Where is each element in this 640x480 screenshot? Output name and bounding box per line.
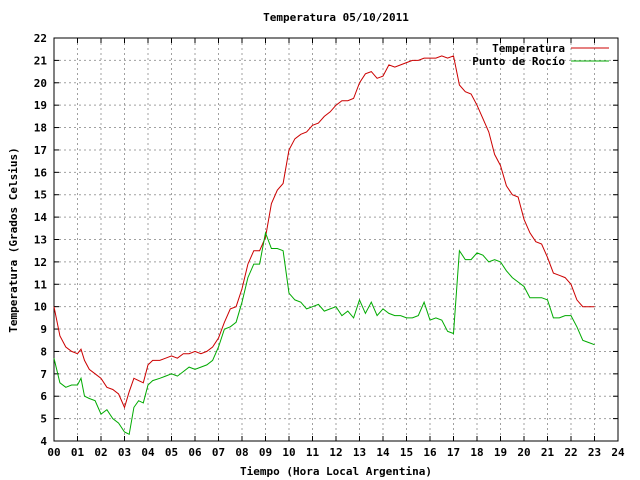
series-lines [53, 55, 595, 436]
x-tick-label: 19 [494, 446, 507, 459]
x-tick-label: 01 [71, 446, 85, 459]
series-line-temperatura [53, 55, 595, 409]
x-tick-label: 08 [235, 446, 248, 459]
chart-title: Temperatura 05/10/2011 [263, 11, 409, 24]
y-axis-label: Temperatura (Grados Celsius) [7, 147, 20, 332]
y-tick-label: 14 [34, 211, 48, 224]
y-tick-label: 12 [34, 256, 47, 269]
x-tick-label: 20 [517, 446, 530, 459]
y-tick-label: 22 [34, 32, 47, 45]
y-tick-label: 13 [34, 234, 47, 247]
x-tick-label: 23 [588, 446, 601, 459]
series-line-punto-de-rocio [53, 230, 595, 436]
x-tick-label: 18 [470, 446, 483, 459]
y-tick-label: 8 [40, 345, 47, 358]
x-tick-label: 15 [400, 446, 413, 459]
y-tick-label: 5 [40, 413, 47, 426]
x-tick-label: 13 [353, 446, 366, 459]
x-tick-label: 16 [423, 446, 437, 459]
x-tick-label: 22 [564, 446, 577, 459]
y-tick-label: 11 [34, 278, 48, 291]
x-tick-label: 14 [376, 446, 390, 459]
x-tick-label: 05 [165, 446, 178, 459]
y-tick-label: 7 [40, 368, 47, 381]
x-tick-label: 04 [141, 446, 155, 459]
legend-label-temperatura: Temperatura [492, 42, 565, 55]
legend: Temperatura Punto de Rocío [472, 42, 609, 68]
y-tick-label: 15 [34, 189, 47, 202]
y-tick-label: 20 [34, 77, 47, 90]
y-tick-label: 9 [40, 323, 47, 336]
y-tick-label: 4 [40, 435, 47, 448]
x-tick-label: 09 [259, 446, 272, 459]
grid [54, 38, 618, 441]
x-tick-label: 21 [541, 446, 555, 459]
y-tick-label: 19 [34, 99, 47, 112]
y-tick-label: 16 [34, 166, 48, 179]
x-tick-label: 24 [611, 446, 625, 459]
x-tick-label: 02 [94, 446, 107, 459]
y-tick-label: 6 [40, 390, 47, 403]
x-tick-label: 10 [282, 446, 295, 459]
x-tick-label: 17 [447, 446, 460, 459]
y-tick-label: 18 [34, 122, 47, 135]
x-tick-label: 11 [306, 446, 320, 459]
legend-label-punto-de-rocio: Punto de Rocío [472, 55, 565, 68]
x-tick-label: 12 [329, 446, 342, 459]
y-tick-label: 21 [34, 54, 48, 67]
x-tick-label: 06 [188, 446, 202, 459]
x-tick-label: 07 [212, 446, 225, 459]
y-tick-label: 10 [34, 301, 47, 314]
x-tick-label: 00 [47, 446, 60, 459]
y-tick-label: 17 [34, 144, 47, 157]
x-tick-label: 03 [118, 446, 131, 459]
x-axis-label: Tiempo (Hora Local Argentina) [240, 465, 432, 478]
axis-ticks: 00 01 02 03 04 05 06 07 08 09 10 11 12 13 14 15 16 17 18 19… [34, 32, 625, 459]
